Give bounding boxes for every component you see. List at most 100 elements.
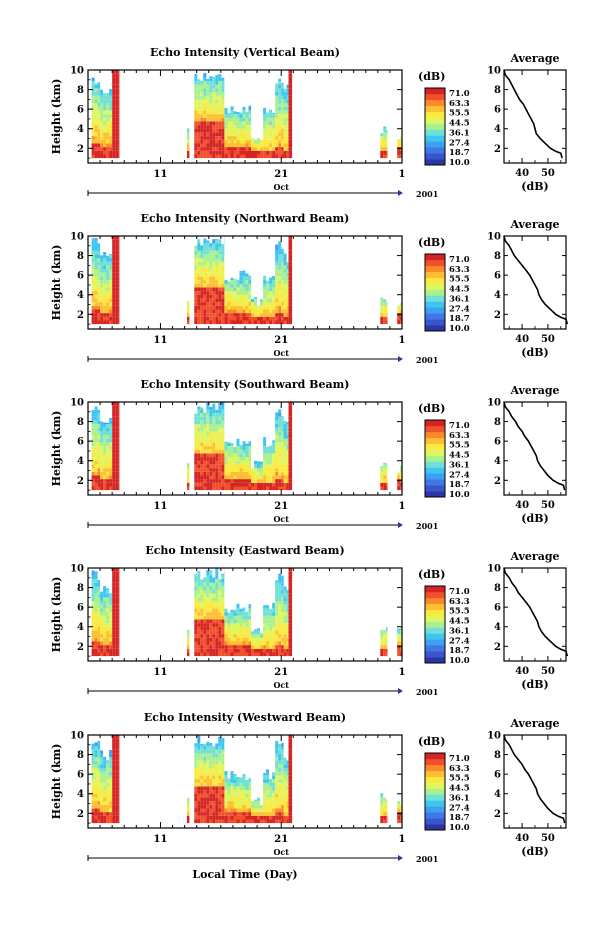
echo-cell <box>91 757 95 761</box>
echo-cell <box>112 139 116 144</box>
echo-cell <box>397 648 401 653</box>
echo-cell <box>236 316 240 321</box>
echo-cell <box>212 250 216 255</box>
echo-cell <box>233 793 237 798</box>
colorbar-tick-label: 63.3 <box>449 431 470 441</box>
echo-cell <box>263 808 267 813</box>
echo-cell <box>263 790 267 794</box>
echo-cell <box>200 147 204 151</box>
echo-cell <box>288 475 292 480</box>
echo-cell <box>109 471 113 476</box>
echo-cell <box>239 630 243 635</box>
echo-cell <box>209 88 213 93</box>
echo-cell <box>283 641 287 646</box>
echo-cell <box>206 648 210 653</box>
echo-cell <box>91 125 95 129</box>
echo-cell <box>230 815 234 820</box>
echo-cell <box>91 261 95 266</box>
echo-cell <box>278 78 282 81</box>
echo-cell <box>218 460 222 465</box>
echo-cell <box>100 793 104 798</box>
echo-cell <box>266 291 270 295</box>
colorbar-swatch <box>425 597 445 605</box>
echo-cell <box>227 305 231 310</box>
echo-cell <box>248 125 252 129</box>
echo-cell <box>218 593 222 598</box>
echo-cell <box>203 630 207 635</box>
echo-cell <box>266 645 270 649</box>
echo-cell <box>203 320 207 325</box>
echo-cell <box>197 320 201 325</box>
echo-cell <box>206 471 210 476</box>
echo-cell <box>200 760 204 765</box>
echo-cell <box>236 442 240 447</box>
echo-cell <box>209 309 213 314</box>
echo-cell <box>272 449 276 454</box>
echo-cell <box>200 150 204 155</box>
echo-cell <box>245 154 249 159</box>
echo-cell <box>118 815 120 820</box>
echo-cell <box>269 114 273 118</box>
echo-cell <box>197 298 201 303</box>
echo-cell <box>112 298 116 303</box>
echo-cell <box>248 453 252 458</box>
echo-cell <box>109 641 113 646</box>
echo-cell <box>209 812 213 816</box>
echo-cell <box>275 601 279 605</box>
echo-cell <box>103 757 107 761</box>
echo-cell <box>218 99 222 104</box>
echo-cell <box>291 139 293 144</box>
echo-cell <box>215 250 219 255</box>
echo-cell <box>288 128 292 133</box>
echo-cell <box>291 239 293 244</box>
echo-cell <box>233 786 237 791</box>
echo-cell <box>239 313 243 317</box>
echo-cell <box>97 147 101 151</box>
echo-cell <box>245 443 249 447</box>
echo-cell <box>194 302 198 306</box>
echo-cell <box>260 652 263 657</box>
echo-cell <box>291 114 293 118</box>
echo-cell <box>91 287 95 292</box>
echo-cell <box>100 753 104 758</box>
echo-cell <box>100 790 104 794</box>
echo-cell <box>97 768 101 772</box>
echo-cell <box>221 128 225 133</box>
echo-cell <box>112 775 116 780</box>
echo-cell <box>224 279 228 281</box>
echo-cell <box>118 143 120 148</box>
echo-cell <box>221 283 225 288</box>
echo-cell <box>283 457 287 461</box>
echo-cell <box>263 442 267 447</box>
echo-cell <box>257 630 260 635</box>
echo-cell <box>215 464 219 469</box>
echo-cell <box>109 779 113 783</box>
echo-cell <box>194 779 198 783</box>
echo-cell <box>230 294 234 299</box>
echo-cell <box>212 615 216 620</box>
echo-cell <box>288 482 292 487</box>
echo-cell <box>288 612 292 616</box>
echo-cell <box>118 276 120 281</box>
echo-cell <box>212 117 216 122</box>
echo-cell <box>91 280 95 284</box>
echo-cell <box>112 150 116 155</box>
echo-cell <box>275 637 279 642</box>
echo-cell <box>281 125 284 129</box>
echo-cell <box>106 255 110 259</box>
echo-cell <box>115 612 119 616</box>
echo-cell <box>281 416 284 417</box>
echo-cell <box>212 139 216 144</box>
echo-cell <box>275 753 279 758</box>
echo-cell <box>91 637 95 642</box>
echo-cell <box>286 652 289 657</box>
echo-cell <box>283 128 287 133</box>
echo-cell <box>266 136 270 140</box>
echo-cell <box>245 273 249 277</box>
echo-cell <box>288 276 292 281</box>
echo-cell <box>106 812 110 816</box>
echo-cell <box>206 601 210 605</box>
colorbar-tick-label: 27.4 <box>449 470 470 480</box>
echo-cell <box>206 615 210 620</box>
echo-cell <box>288 424 292 428</box>
